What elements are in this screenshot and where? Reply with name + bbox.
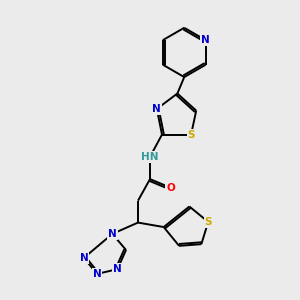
Text: N: N	[201, 35, 210, 45]
Text: N: N	[113, 264, 122, 274]
Text: S: S	[187, 130, 195, 140]
Text: S: S	[205, 217, 212, 227]
Text: N: N	[93, 269, 101, 279]
Text: N: N	[80, 253, 88, 263]
Text: O: O	[166, 183, 175, 193]
Text: N: N	[108, 229, 117, 239]
Text: N: N	[152, 104, 161, 114]
Text: HN: HN	[141, 152, 159, 162]
